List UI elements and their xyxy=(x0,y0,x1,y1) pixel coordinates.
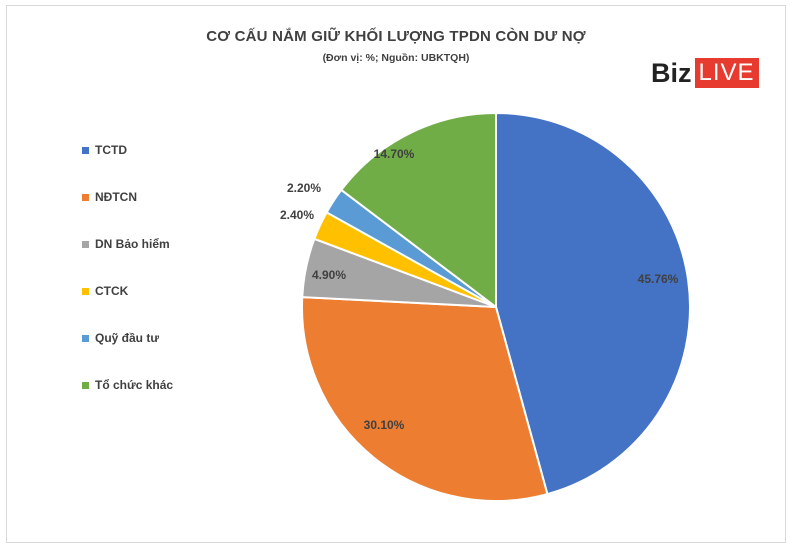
legend-label-5: Quỹ đầu tư xyxy=(95,331,160,345)
chart-title: CƠ CẤU NẮM GIỮ KHỐI LƯỢNG TPDN CÒN DƯ NỢ xyxy=(206,28,586,45)
chart-subtitle: (Đơn vị: %; Nguồn: UBKTQH) xyxy=(322,52,470,64)
data-label-5: 2.20% xyxy=(287,181,321,195)
pie-slice-6 xyxy=(339,111,497,310)
legend-swatch-1 xyxy=(82,146,89,154)
legend-label-4: CTCK xyxy=(95,284,129,298)
legend-item-5: Quỹ đầu tư xyxy=(82,331,159,345)
legend-item-2: NĐTCN xyxy=(82,190,137,204)
logo-biz-text: Biz xyxy=(651,58,692,88)
data-label-4: 2.40% xyxy=(280,208,314,222)
legend-swatch-3 xyxy=(82,240,89,248)
pie-slice-1 xyxy=(495,111,691,496)
logo-live-text: LIVE xyxy=(694,58,759,88)
legend-label-3: DN Bảo hiểm xyxy=(95,237,170,251)
legend-item-1: TCTD xyxy=(82,143,127,157)
legend-item-4: CTCK xyxy=(82,284,128,298)
legend-swatch-2 xyxy=(82,193,89,201)
data-label-1: 45.76% xyxy=(638,272,679,286)
legend-swatch-4 xyxy=(82,287,89,295)
legend-label-2: NĐTCN xyxy=(95,190,137,204)
pie-slice-2 xyxy=(301,296,549,502)
legend-swatch-6 xyxy=(82,381,89,389)
legend-label-6: Tổ chức khác xyxy=(95,378,174,392)
data-label-6: 14.70% xyxy=(374,147,415,161)
bizlive-logo: Biz LIVE xyxy=(651,57,759,89)
legend-swatch-5 xyxy=(82,334,89,342)
legend-item-6: Tổ chức khác xyxy=(82,378,173,392)
legend-label-1: TCTD xyxy=(95,143,127,157)
data-label-3: 4.90% xyxy=(312,268,346,282)
legend-item-3: DN Bảo hiểm xyxy=(82,237,170,251)
data-label-2: 30.10% xyxy=(364,418,405,432)
